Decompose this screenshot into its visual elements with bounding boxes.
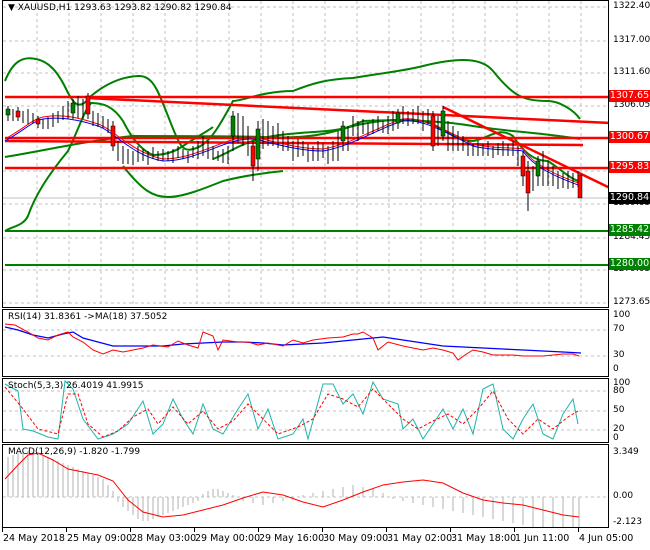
rsi-tick: 70 <box>613 324 625 334</box>
price-tick: 1273.65 <box>613 297 650 307</box>
macd-pane[interactable]: MACD(12,26,9) -1.820 -1.799 <box>2 444 609 528</box>
time-label: 30 May 09:00 <box>323 533 389 544</box>
time-tick <box>2 527 3 532</box>
time-tick <box>322 527 323 532</box>
rsi-tick: 100 <box>613 310 631 320</box>
stochastic-pane[interactable]: Stoch(5,3,3) 26.4019 41.9915 <box>2 378 609 443</box>
rsi-label: RSI(14) 31.8361 ->MA(18) 37.5052 <box>8 312 168 322</box>
level-tag-1300: 1300.67 <box>609 131 650 143</box>
price-tick: 1322.40 <box>613 1 650 11</box>
rsi-axis: 100 70 30 0 <box>609 309 650 377</box>
price-tick: 1317.00 <box>613 35 650 45</box>
macd-canvas <box>3 451 608 527</box>
level-tag-1307: 1307.65 <box>609 90 650 102</box>
time-tick <box>66 527 67 532</box>
rsi-canvas <box>3 323 608 361</box>
macd-label: MACD(12,26,9) -1.820 -1.799 <box>8 447 141 457</box>
time-tick <box>386 527 387 532</box>
stochastic-canvas <box>3 379 608 441</box>
time-label: 31 May 02:00 <box>387 533 453 544</box>
rsi-pane[interactable]: RSI(14) 31.8361 ->MA(18) 37.5052 <box>2 309 609 377</box>
stochastic-axis: 100 80 50 20 0 <box>609 378 650 443</box>
time-label: 25 May 09:00 <box>67 533 133 544</box>
time-label: 29 May 16:00 <box>259 533 325 544</box>
stoch-tick: 0 <box>613 433 619 443</box>
time-label: 28 May 03:00 <box>131 533 197 544</box>
time-tick <box>578 527 579 532</box>
time-tick <box>258 527 259 532</box>
time-tick <box>514 527 515 532</box>
macd-tick: 3.349 <box>613 447 639 457</box>
price-tick: 1311.60 <box>613 67 650 77</box>
rsi-tick: 0 <box>613 364 619 374</box>
time-tick <box>194 527 195 532</box>
symbol-header: ▼ XAUUSD,H1 1293.63 1293.82 1290.82 1290… <box>8 3 232 13</box>
stoch-tick: 100 <box>613 378 631 388</box>
time-label: 29 May 00:00 <box>195 533 261 544</box>
level-tag-1295: 1295.83 <box>609 161 650 173</box>
collapse-arrow-icon[interactable]: ▼ <box>8 3 15 13</box>
price-axis[interactable]: 1322.40 1317.00 1311.60 1306.05 1295.25 … <box>609 0 650 308</box>
time-tick <box>130 527 131 532</box>
time-label: 24 May 2018 <box>3 533 65 544</box>
level-tag-1285: 1285.42 <box>609 224 650 236</box>
current-price-tag: 1290.84 <box>609 192 650 204</box>
stochastic-label: Stoch(5,3,3) 26.4019 41.9915 <box>8 381 144 391</box>
price-tick: 1306.05 <box>613 100 650 110</box>
rsi-tick: 30 <box>613 350 625 360</box>
price-chart-pane[interactable]: ▼ XAUUSD,H1 1293.63 1293.82 1290.82 1290… <box>2 0 609 308</box>
macd-tick: 0.00 <box>613 491 634 501</box>
time-label: 1 Jun 11:00 <box>515 533 570 544</box>
stoch-tick: 80 <box>613 386 625 396</box>
stoch-tick: 20 <box>613 424 625 434</box>
price-chart-canvas <box>3 1 608 307</box>
price-tick: 1284.45 <box>613 232 650 242</box>
time-label: 4 Jun 05:00 <box>579 533 634 544</box>
macd-tick: -2.123 <box>613 517 643 527</box>
time-tick <box>450 527 451 532</box>
symbol-ohlc-label: XAUUSD,H1 1293.63 1293.82 1290.82 1290.8… <box>17 3 232 13</box>
stoch-tick: 50 <box>613 405 625 415</box>
macd-axis: 3.349 0.00 -2.123 <box>609 444 650 528</box>
time-label: 31 May 18:00 <box>451 533 517 544</box>
level-tag-1280: 1280.00 <box>609 258 650 270</box>
